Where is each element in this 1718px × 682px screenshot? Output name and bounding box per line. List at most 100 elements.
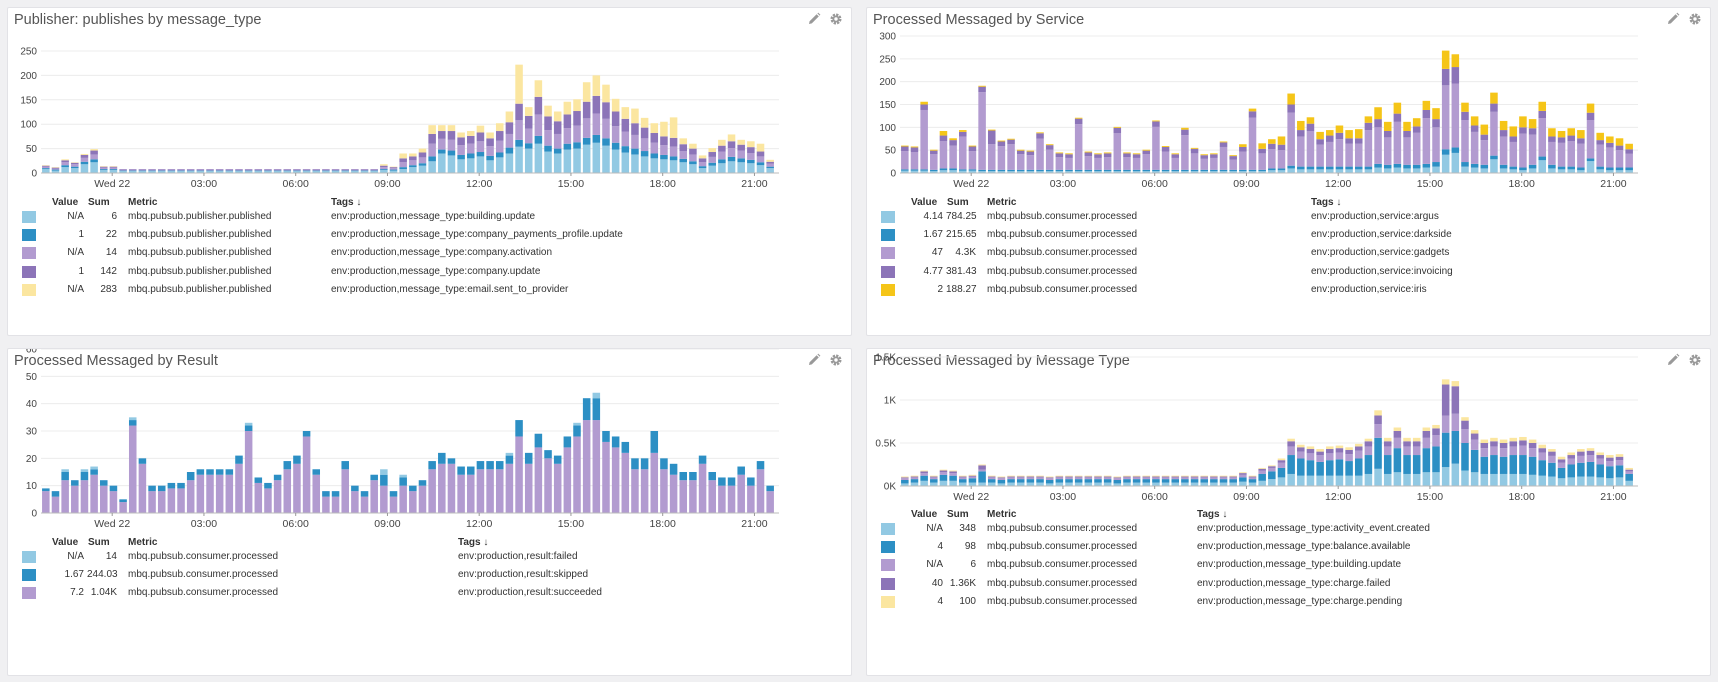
- bar-segment[interactable]: [1441, 154, 1450, 173]
- bar-segment[interactable]: [602, 138, 610, 146]
- bar-segment[interactable]: [235, 169, 243, 170]
- bar-segment[interactable]: [1171, 482, 1180, 486]
- bar-segment[interactable]: [409, 156, 417, 161]
- bar-segment[interactable]: [1519, 170, 1527, 173]
- bar-segment[interactable]: [1441, 415, 1450, 433]
- bar-segment[interactable]: [756, 165, 765, 173]
- bar-segment[interactable]: [1615, 456, 1624, 461]
- bar-segment[interactable]: [100, 170, 108, 173]
- bar-segment[interactable]: [1103, 157, 1112, 170]
- bar-segment[interactable]: [1538, 160, 1547, 173]
- bar-segment[interactable]: [930, 476, 938, 478]
- bar-segment[interactable]: [1490, 103, 1498, 112]
- bar-segment[interactable]: [1200, 169, 1208, 172]
- bar-segment[interactable]: [901, 145, 909, 147]
- bar-segment[interactable]: [293, 170, 301, 172]
- bar-segment[interactable]: [1615, 170, 1624, 173]
- bar-segment[interactable]: [1306, 166, 1315, 170]
- bar-segment[interactable]: [1258, 470, 1266, 474]
- bar-segment[interactable]: [1519, 440, 1527, 446]
- bar-segment[interactable]: [1383, 164, 1392, 169]
- bar-segment[interactable]: [1210, 479, 1218, 483]
- bar-segment[interactable]: [1219, 171, 1228, 173]
- bar-segment[interactable]: [380, 164, 388, 166]
- bar-segment[interactable]: [447, 139, 456, 151]
- bar-segment[interactable]: [244, 171, 253, 173]
- bar-segment[interactable]: [1354, 458, 1363, 476]
- bar-segment[interactable]: [1219, 479, 1228, 483]
- bar-segment[interactable]: [1509, 446, 1518, 456]
- bar-segment[interactable]: [1171, 479, 1180, 483]
- bar-segment[interactable]: [1567, 141, 1575, 167]
- bar-segment[interactable]: [987, 482, 996, 486]
- bar-segment[interactable]: [1567, 452, 1575, 456]
- bar-segment[interactable]: [640, 127, 649, 139]
- bar-segment[interactable]: [1548, 455, 1556, 463]
- bar-segment[interactable]: [1393, 163, 1402, 168]
- bar-segment[interactable]: [679, 480, 688, 513]
- bar-segment[interactable]: [138, 169, 147, 171]
- bar-segment[interactable]: [215, 169, 224, 170]
- bar-segment[interactable]: [1229, 171, 1237, 173]
- bar-segment[interactable]: [1345, 454, 1353, 462]
- bar-segment[interactable]: [1383, 455, 1392, 474]
- bar-segment[interactable]: [968, 145, 977, 147]
- bar-segment[interactable]: [592, 398, 601, 421]
- bar-segment[interactable]: [1548, 128, 1556, 137]
- bar-segment[interactable]: [1065, 475, 1073, 477]
- bar-segment[interactable]: [1548, 136, 1556, 142]
- bar-segment[interactable]: [1412, 446, 1421, 456]
- bar-segment[interactable]: [920, 470, 928, 472]
- bar-segment[interactable]: [457, 474, 465, 513]
- bar-segment[interactable]: [1258, 171, 1266, 173]
- legend-row[interactable]: 1 142 mbq.pubsub.publisher.published env:pr…: [8, 265, 851, 280]
- bar-segment[interactable]: [1586, 158, 1595, 162]
- bar-segment[interactable]: [467, 158, 475, 173]
- bar-segment[interactable]: [370, 480, 378, 513]
- bar-segment[interactable]: [621, 146, 630, 153]
- bar-segment[interactable]: [650, 431, 659, 453]
- bar-segment[interactable]: [737, 150, 745, 159]
- bar-segment[interactable]: [524, 115, 533, 129]
- bar-segment[interactable]: [1103, 152, 1112, 154]
- bar-segment[interactable]: [457, 132, 465, 138]
- bar-segment[interactable]: [1200, 475, 1208, 477]
- bar-segment[interactable]: [1461, 470, 1469, 486]
- bar-segment[interactable]: [534, 447, 543, 513]
- bar-segment[interactable]: [939, 480, 948, 486]
- bar-segment[interactable]: [1007, 138, 1015, 140]
- bar-segment[interactable]: [524, 452, 533, 464]
- bar-segment[interactable]: [1026, 476, 1035, 478]
- bar-segment[interactable]: [302, 170, 311, 172]
- bar-segment[interactable]: [756, 162, 765, 166]
- bar-segment[interactable]: [1297, 444, 1305, 448]
- bar-segment[interactable]: [1045, 479, 1054, 484]
- bar-segment[interactable]: [1094, 153, 1102, 155]
- bar-segment[interactable]: [389, 169, 398, 171]
- bar-segment[interactable]: [1615, 460, 1624, 466]
- bar-segment[interactable]: [1113, 133, 1122, 170]
- bar-segment[interactable]: [515, 420, 523, 437]
- bar-segment[interactable]: [71, 162, 79, 165]
- bar-segment[interactable]: [1268, 465, 1276, 467]
- bar-segment[interactable]: [1393, 427, 1402, 431]
- bar-segment[interactable]: [1567, 464, 1575, 478]
- bar-segment[interactable]: [360, 496, 369, 513]
- bar-segment[interactable]: [592, 95, 601, 114]
- bar-segment[interactable]: [968, 146, 977, 152]
- bar-segment[interactable]: [293, 171, 301, 173]
- bar-segment[interactable]: [1248, 111, 1257, 118]
- bar-segment[interactable]: [1528, 439, 1537, 443]
- bar-segment[interactable]: [1055, 171, 1064, 173]
- bar-segment[interactable]: [1181, 129, 1189, 136]
- bar-segment[interactable]: [322, 171, 330, 173]
- bar-segment[interactable]: [640, 117, 649, 128]
- bar-segment[interactable]: [1316, 449, 1324, 452]
- bar-segment[interactable]: [747, 147, 755, 153]
- legend-row[interactable]: 4 98 mbq.pubsub.consumer.processed env:prod…: [867, 541, 1710, 555]
- bar-segment[interactable]: [148, 169, 156, 171]
- bar-segment[interactable]: [1586, 455, 1595, 462]
- bar-segment[interactable]: [167, 169, 176, 171]
- bar-segment[interactable]: [215, 169, 224, 171]
- bar-segment[interactable]: [930, 169, 938, 172]
